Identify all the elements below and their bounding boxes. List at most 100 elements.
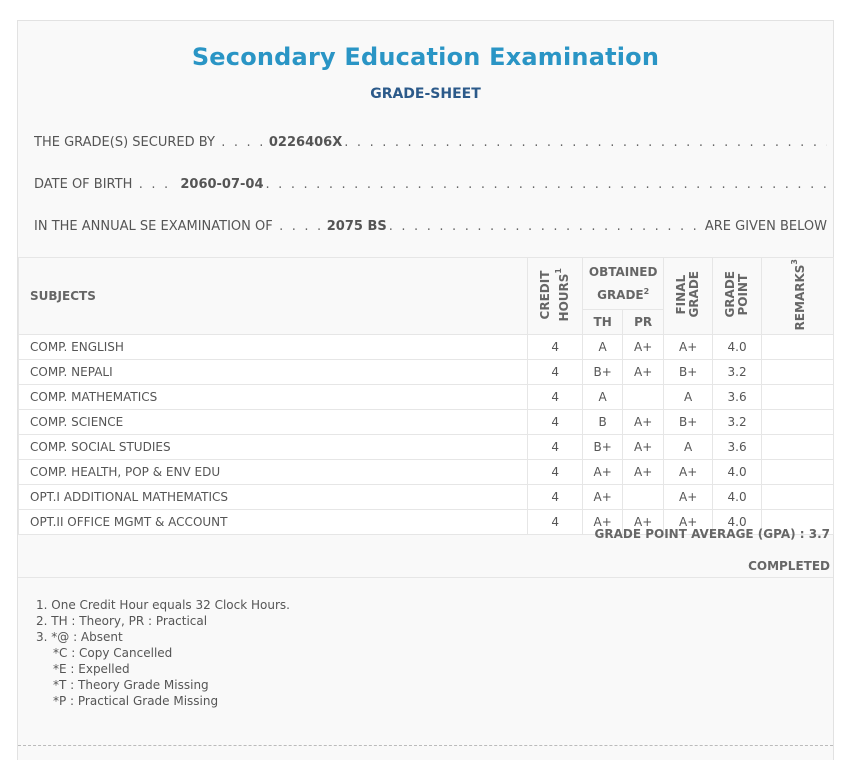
pr-grade-cell: A+: [622, 409, 665, 436]
th-grade-cell: A: [582, 384, 624, 411]
credit-cell: 4: [527, 434, 584, 461]
pr-grade-cell: A+: [622, 334, 665, 361]
grade-point-cell: 4.0: [712, 459, 763, 486]
grade-point-cell: 3.6: [712, 384, 763, 411]
table-row: COMP. SOCIAL STUDIES 4 B+ A+ A 3.6: [17, 434, 834, 461]
bottom-dashed-rule: [18, 745, 833, 746]
final-grade-cell: B+: [663, 359, 714, 386]
final-grade-cell: A+: [663, 334, 714, 361]
th-header: TH: [582, 308, 624, 336]
exam-title: Secondary Education Examination: [191, 43, 660, 71]
remarks-cell: [761, 484, 834, 511]
final-grade-header: FINAL GRADE: [663, 256, 714, 336]
subject-cell: COMP. HEALTH, POP & ENV EDU: [17, 459, 529, 486]
divider: [18, 577, 833, 578]
subject-cell: COMP. MATHEMATICS: [17, 384, 529, 411]
th-grade-cell: B: [582, 409, 624, 436]
leader-dots: . . . . . . . . . . . . . . . . . . . . …: [344, 135, 827, 150]
status-completed: COMPLETED: [748, 559, 830, 573]
leader-dots: . . . . . . . . . . .: [279, 219, 325, 234]
grade-point-cell: 4.0: [712, 334, 763, 361]
remarks-header: REMARKS3: [761, 256, 834, 336]
dob-label: DATE OF BIRTH: [34, 177, 133, 192]
grade-point-cell: 3.6: [712, 434, 763, 461]
remarks-cell: [761, 359, 834, 386]
credit-cell: 4: [527, 334, 584, 361]
footnotes: 1. One Credit Hour equals 32 Clock Hours…: [36, 597, 290, 709]
th-grade-cell: A: [582, 334, 624, 361]
grade-table: SUBJECTS CREDIT HOURS1 OBTAINED GRADE2 FIN…: [17, 256, 834, 536]
th-grade-cell: B+: [582, 359, 624, 386]
grade-point-cell: 4.0: [712, 484, 763, 511]
grade-sheet: Secondary Education Examination GRADE-SH…: [17, 20, 834, 760]
gpa-summary: GRADE POINT AVERAGE (GPA) : 3.7: [594, 527, 831, 541]
table-row: OPT.I ADDITIONAL MATHEMATICS 4 A+ A+ 4.0: [17, 484, 834, 511]
exam-year: 2075 BS: [326, 219, 387, 234]
remarks-cell: [761, 384, 834, 411]
credit-cell: 4: [527, 359, 584, 386]
leader-dots: . . . . . . . . . .: [138, 177, 179, 192]
final-grade-cell: A: [663, 434, 714, 461]
th-grade-cell: A+: [582, 459, 624, 486]
pr-header: PR: [622, 308, 665, 336]
credit-cell: 4: [527, 459, 584, 486]
leader-dots: . . . . . . . . . . . . . . . . . . . . …: [388, 219, 705, 234]
pr-grade-cell: A+: [622, 434, 665, 461]
dob-line: DATE OF BIRTH . . . . . . . . . . 2060-0…: [34, 177, 827, 192]
credit-hours-header: CREDIT HOURS1: [527, 256, 584, 336]
grade-point-header: GRADE POINT: [712, 256, 763, 336]
note-item: *T : Theory Grade Missing: [53, 678, 209, 692]
credit-cell: 4: [527, 409, 584, 436]
credit-cell: 4: [527, 484, 584, 511]
final-grade-cell: A: [663, 384, 714, 411]
remarks-cell: [761, 409, 834, 436]
table-row: COMP. ENGLISH 4 A A+ A+ 4.0: [17, 334, 834, 361]
obtained-grade-header: OBTAINED GRADE2: [582, 257, 665, 310]
remarks-cell: [761, 334, 834, 361]
note-item: *C : Copy Cancelled: [53, 646, 173, 660]
subject-cell: OPT.II OFFICE MGMT & ACCOUNT: [17, 509, 529, 536]
pr-grade-cell: A+: [622, 509, 665, 536]
leader-dots: . . . . . . . . . . .: [221, 135, 267, 150]
subject-cell: COMP. NEPALI: [17, 359, 529, 386]
remarks-cell: [761, 434, 834, 461]
credit-cell: 4: [527, 509, 584, 536]
table-row: COMP. HEALTH, POP & ENV EDU 4 A+ A+ A+ 4.0: [17, 459, 834, 486]
secured-by-line: THE GRADE(S) SECURED BY . . . . . . . . …: [34, 135, 827, 150]
subjects-header: SUBJECTS: [17, 256, 529, 336]
table-row: COMP. SCIENCE 4 B A+ B+ 3.2: [17, 409, 834, 436]
th-grade-cell: A+: [582, 484, 624, 511]
note-item: *E : Expelled: [53, 662, 130, 676]
table-row: OPT.II OFFICE MGMT & ACCOUNT 4 A+ A+ A+ 4.0: [17, 509, 834, 536]
symbol-number: 0226406X: [268, 135, 343, 150]
grade-point-cell: 4.0: [712, 509, 763, 536]
note-item: 2. TH : Theory, PR : Practical: [36, 614, 208, 628]
pr-grade-cell: [622, 484, 665, 511]
grade-point-cell: 3.2: [712, 409, 763, 436]
final-grade-cell: B+: [663, 409, 714, 436]
given-below: ARE GIVEN BELOW: [704, 219, 827, 234]
table-row: COMP. NEPALI 4 B+ A+ B+ 3.2: [17, 359, 834, 386]
subject-cell: OPT.I ADDITIONAL MATHEMATICS: [17, 484, 529, 511]
sheet-subtitle: GRADE-SHEET: [370, 86, 481, 102]
note-item: 1. One Credit Hour equals 32 Clock Hours…: [36, 598, 290, 612]
subject-cell: COMP. ENGLISH: [17, 334, 529, 361]
table-row: COMP. MATHEMATICS 4 A A 3.6: [17, 384, 834, 411]
credit-cell: 4: [527, 384, 584, 411]
secured-by-label: THE GRADE(S) SECURED BY: [34, 135, 215, 150]
dob-value: 2060-07-04: [180, 177, 264, 192]
pr-grade-cell: [622, 384, 665, 411]
grade-point-cell: 3.2: [712, 359, 763, 386]
pr-grade-cell: A+: [622, 459, 665, 486]
note-item: *P : Practical Grade Missing: [53, 694, 219, 708]
final-grade-cell: A+: [663, 484, 714, 511]
final-grade-cell: A+: [663, 459, 714, 486]
th-grade-cell: B+: [582, 434, 624, 461]
exam-label: IN THE ANNUAL SE EXAMINATION OF: [34, 219, 273, 234]
note-item: 3. *@ : Absent: [36, 630, 123, 644]
remarks-cell: [761, 509, 834, 536]
subject-cell: COMP. SOCIAL STUDIES: [17, 434, 529, 461]
pr-grade-cell: A+: [622, 359, 665, 386]
final-grade-cell: A+: [663, 509, 714, 536]
remarks-cell: [761, 459, 834, 486]
